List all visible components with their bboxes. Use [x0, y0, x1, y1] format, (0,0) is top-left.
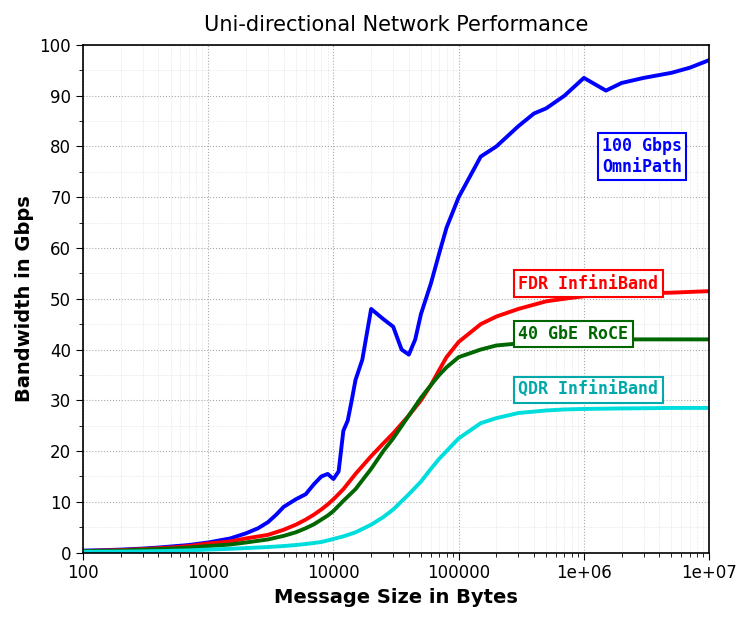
Y-axis label: Bandwidth in Gbps: Bandwidth in Gbps: [15, 195, 34, 402]
Text: 40 GbE RoCE: 40 GbE RoCE: [518, 325, 629, 343]
Text: 100 Gbps
OmniPath: 100 Gbps OmniPath: [602, 137, 682, 176]
X-axis label: Message Size in Bytes: Message Size in Bytes: [274, 588, 518, 607]
Text: FDR InfiniBand: FDR InfiniBand: [518, 274, 659, 292]
Title: Uni-directional Network Performance: Uni-directional Network Performance: [204, 15, 588, 35]
Text: QDR InfiniBand: QDR InfiniBand: [518, 381, 659, 399]
